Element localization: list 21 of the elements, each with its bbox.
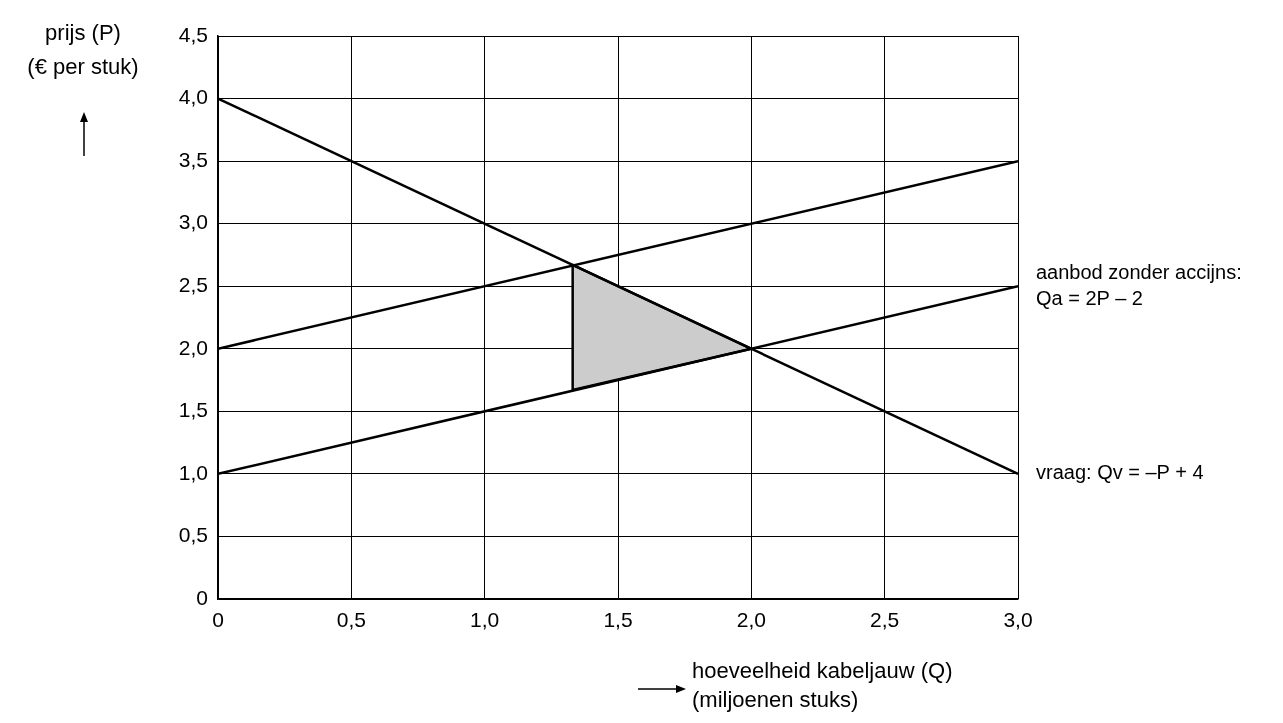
y-tick-label: 3,5 <box>178 147 208 171</box>
x-tick-label: 1,5 <box>603 608 633 632</box>
y-tick-label: 2,0 <box>178 335 208 359</box>
y-tick-label: 0 <box>196 585 208 609</box>
y-tick-label: 4,0 <box>178 85 208 109</box>
x-tick-label: 0,5 <box>336 608 366 632</box>
y-tick-label: 3,0 <box>178 210 208 234</box>
x-tick-label: 1,0 <box>470 608 500 632</box>
x-tick-label: 3,0 <box>1003 608 1033 632</box>
y-tick-label: 1,0 <box>178 460 208 484</box>
x-axis-title: hoeveelheid kabeljauw (Q) (miljoenen stuks) <box>692 657 953 714</box>
y-tick-label: 0,5 <box>178 523 208 547</box>
x-tick-label: 2,5 <box>870 608 900 632</box>
y-tick-label: 1,5 <box>178 398 208 422</box>
series-label: aanbod zonder accijns: Qa = 2P – 2 <box>1036 260 1242 309</box>
y-tick-label: 4,5 <box>178 22 208 46</box>
y-axis-title: prijs (P) (€ per stuk) <box>26 19 140 81</box>
x-tick-label: 0 <box>212 608 224 632</box>
series-label: vraag: Qv = –P + 4 <box>1036 461 1204 484</box>
y-tick-label: 2,5 <box>178 273 208 297</box>
x-tick-label: 2,0 <box>736 608 766 632</box>
